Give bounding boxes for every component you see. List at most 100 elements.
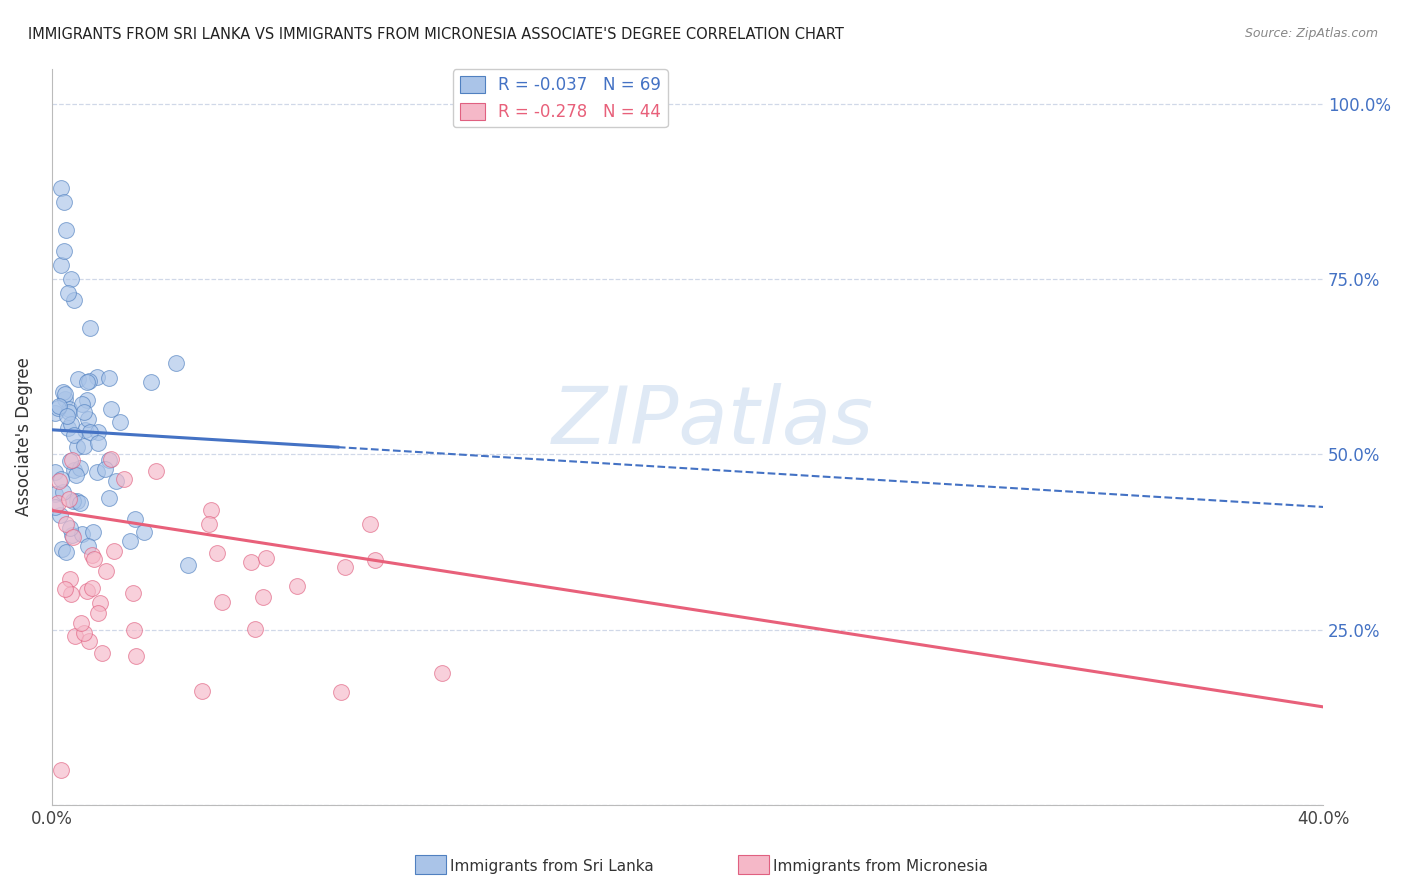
- Point: [79, 425, 101, 440]
- Point: [51, 763, 73, 777]
- Point: [59, 521, 82, 535]
- Point: [76, 375, 98, 389]
- Point: [66, 371, 89, 385]
- Point: [60, 587, 83, 601]
- Point: [335, 559, 357, 574]
- Point: [239, 556, 262, 570]
- Point: [82, 524, 104, 539]
- Point: [53, 194, 76, 209]
- Point: [60, 527, 83, 541]
- Point: [254, 551, 277, 566]
- Point: [62, 530, 84, 544]
- Point: [48, 475, 70, 489]
- Point: [60, 452, 83, 467]
- Point: [73, 405, 96, 419]
- Point: [87, 435, 110, 450]
- Point: [59, 272, 82, 286]
- Point: [100, 451, 122, 466]
- Point: [103, 544, 125, 558]
- Point: [55, 516, 77, 531]
- Point: [76, 412, 98, 426]
- Point: [69, 496, 91, 510]
- Point: [285, 579, 308, 593]
- Point: [73, 423, 96, 437]
- Y-axis label: Associate's Degree: Associate's Degree: [15, 358, 32, 516]
- Point: [252, 591, 274, 605]
- Text: Source: ZipAtlas.com: Source: ZipAtlas.com: [1244, 27, 1378, 40]
- Text: IMMIGRANTS FROM SRI LANKA VS IMMIGRANTS FROM MICRONESIA ASSOCIATE'S DEGREE CORRE: IMMIGRANTS FROM SRI LANKA VS IMMIGRANTS …: [28, 27, 844, 42]
- Point: [46, 401, 69, 415]
- Point: [86, 369, 108, 384]
- Point: [52, 484, 75, 499]
- Point: [145, 464, 167, 478]
- Point: [94, 564, 117, 578]
- Point: [73, 626, 96, 640]
- Point: [72, 397, 94, 411]
- Point: [359, 517, 381, 532]
- Point: [69, 460, 91, 475]
- Point: [100, 401, 122, 416]
- Point: [77, 633, 100, 648]
- Point: [79, 321, 101, 335]
- Point: [211, 594, 233, 608]
- Point: [55, 223, 77, 237]
- Point: [53, 392, 76, 406]
- Point: [72, 526, 94, 541]
- Point: [77, 374, 100, 388]
- Point: [49, 508, 72, 522]
- Point: [51, 258, 73, 272]
- Point: [70, 616, 93, 631]
- Point: [53, 386, 76, 401]
- Point: [55, 545, 77, 559]
- Point: [177, 558, 200, 573]
- Point: [76, 393, 98, 408]
- Point: [58, 420, 80, 434]
- Point: [51, 181, 73, 195]
- Text: ZIPatlas: ZIPatlas: [551, 383, 875, 461]
- Point: [49, 471, 72, 485]
- Point: [56, 409, 79, 423]
- Point: [82, 548, 104, 562]
- Point: [51, 542, 73, 557]
- Point: [73, 439, 96, 453]
- Point: [48, 399, 70, 413]
- Point: [112, 472, 135, 486]
- Point: [165, 356, 187, 370]
- Point: [44, 487, 66, 501]
- Point: [58, 405, 80, 419]
- Point: [77, 540, 100, 554]
- Point: [44, 406, 66, 420]
- Point: [124, 511, 146, 525]
- Point: [108, 415, 131, 429]
- Point: [80, 581, 103, 595]
- Text: Immigrants from Sri Lanka: Immigrants from Sri Lanka: [450, 859, 654, 873]
- Point: [44, 500, 66, 515]
- Point: [53, 582, 76, 596]
- Point: [86, 466, 108, 480]
- Point: [198, 516, 221, 531]
- Point: [59, 417, 82, 431]
- Point: [104, 474, 127, 488]
- Point: [243, 622, 266, 636]
- Point: [76, 583, 98, 598]
- Point: [86, 425, 108, 439]
- Point: [59, 572, 82, 586]
- Point: [90, 646, 112, 660]
- Point: [125, 649, 148, 664]
- Point: [53, 244, 76, 258]
- Point: [63, 463, 86, 477]
- Point: [132, 524, 155, 539]
- Point: [98, 453, 121, 467]
- Point: [83, 552, 105, 566]
- Point: [122, 623, 145, 637]
- Point: [59, 453, 82, 467]
- Point: [94, 462, 117, 476]
- Point: [141, 375, 163, 389]
- Point: [86, 606, 108, 620]
- Point: [330, 685, 353, 699]
- Point: [89, 596, 111, 610]
- Legend: R = -0.037   N = 69, R = -0.278   N = 44: R = -0.037 N = 69, R = -0.278 N = 44: [453, 70, 668, 128]
- Point: [52, 384, 75, 399]
- Point: [63, 293, 86, 307]
- Point: [58, 401, 80, 416]
